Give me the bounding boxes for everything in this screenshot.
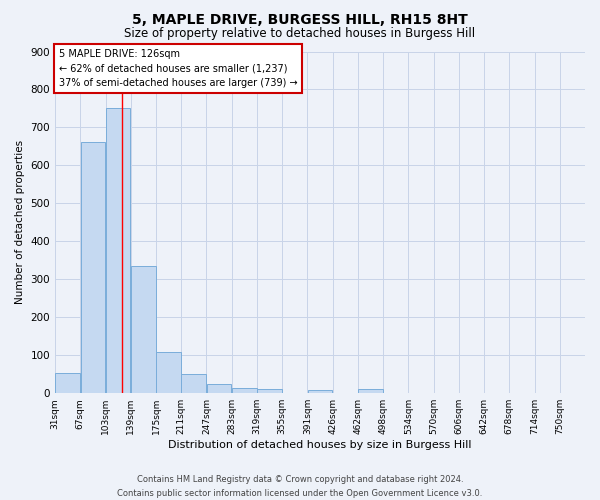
Bar: [232, 388, 257, 393]
Text: Size of property relative to detached houses in Burgess Hill: Size of property relative to detached ho…: [124, 28, 476, 40]
Bar: [131, 266, 156, 393]
Bar: [358, 390, 383, 393]
Text: 5 MAPLE DRIVE: 126sqm
← 62% of detached houses are smaller (1,237)
37% of semi-d: 5 MAPLE DRIVE: 126sqm ← 62% of detached …: [59, 49, 297, 88]
Text: 5, MAPLE DRIVE, BURGESS HILL, RH15 8HT: 5, MAPLE DRIVE, BURGESS HILL, RH15 8HT: [132, 12, 468, 26]
Bar: [55, 374, 80, 393]
Bar: [308, 390, 332, 393]
Bar: [80, 142, 105, 393]
Bar: [257, 390, 282, 393]
Bar: [181, 374, 206, 393]
X-axis label: Distribution of detached houses by size in Burgess Hill: Distribution of detached houses by size …: [168, 440, 472, 450]
Bar: [156, 352, 181, 393]
Bar: [207, 384, 232, 393]
Bar: [106, 108, 130, 393]
Text: Contains HM Land Registry data © Crown copyright and database right 2024.
Contai: Contains HM Land Registry data © Crown c…: [118, 476, 482, 498]
Y-axis label: Number of detached properties: Number of detached properties: [15, 140, 25, 304]
